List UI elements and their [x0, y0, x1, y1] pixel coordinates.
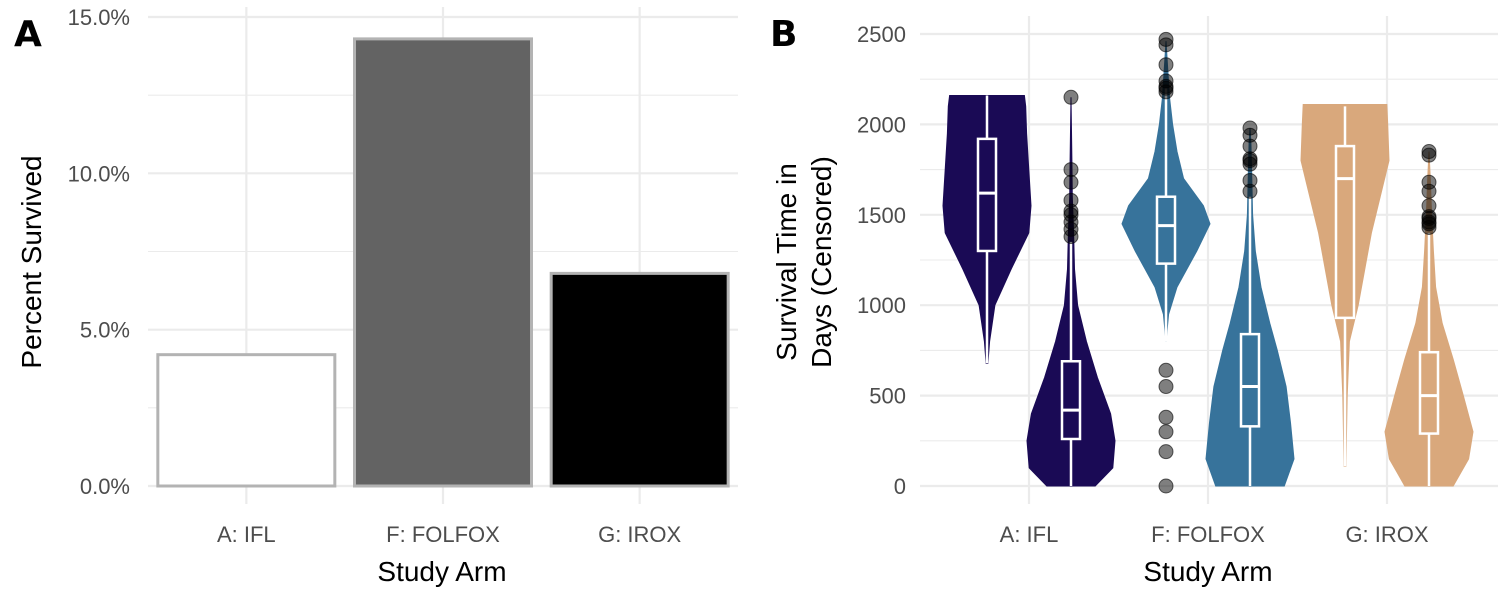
outlier-point [1158, 362, 1174, 378]
outlier-point [1158, 424, 1174, 440]
outlier-point [1063, 162, 1079, 178]
bar-1 [156, 353, 337, 488]
panel-b-y-tick-label: 2000 [857, 112, 906, 137]
panel-a-y-tick-label: 0.0% [80, 474, 130, 499]
box-iqr [1418, 350, 1440, 435]
outlier-point [1063, 89, 1079, 105]
box-iqr [1060, 359, 1082, 441]
outlier-point [1158, 57, 1174, 73]
panel-a-y-ticks: 0.0% 5.0% 10.0% 15.0% [68, 5, 130, 499]
outlier-point [1063, 192, 1079, 208]
panel-b-y-tick-label: 1000 [857, 293, 906, 318]
panel-a-bars [156, 37, 730, 488]
panel-a-x-tick-label: G: IROX [598, 522, 681, 547]
panel-b-y-tick-label: 1500 [857, 203, 906, 228]
panel-b-x-tick-label: G: IROX [1345, 522, 1428, 547]
outlier-point [1158, 478, 1174, 494]
outlier-point [1242, 151, 1258, 167]
panel-a-y-axis-title: Percent Survived [16, 155, 47, 368]
box-iqr [1239, 332, 1261, 428]
panel-b-y-tick-label: 2500 [857, 22, 906, 47]
panel-a-x-ticks: A: IFL F: FOLFOX G: IROX [217, 522, 682, 547]
outlier-point [1421, 198, 1437, 214]
box-iqr [1155, 195, 1177, 265]
box-iqr [976, 137, 998, 253]
outlier-point [1158, 379, 1174, 395]
box-iqr [1334, 144, 1356, 320]
panel-a-y-tick-label: 15.0% [68, 5, 130, 30]
outlier-point [1421, 174, 1437, 190]
panel-a-x-tick-label: A: IFL [217, 522, 276, 547]
panel-b-x-ticks: A: IFL F: FOLFOX G: IROX [1000, 522, 1429, 547]
panel-a: A 0.0% 5.0% 10.0% 15.0% A: IFL F: FOLFOX G: I… [14, 5, 738, 587]
panel-b-x-axis-title: Study Arm [1143, 556, 1272, 587]
bar-2 [353, 37, 533, 488]
panel-a-y-tick-label: 5.0% [80, 318, 130, 343]
outlier-point [1242, 172, 1258, 188]
panel-b-x-tick-label: F: FOLFOX [1151, 522, 1265, 547]
panel-b-y-axis-title-line-1: Survival Time in [771, 163, 802, 361]
panel-a-y-tick-label: 10.0% [68, 161, 130, 186]
outlier-point [1421, 144, 1437, 160]
panel-b-tag: B [770, 14, 797, 55]
bar-3 [549, 271, 730, 488]
panel-b: B 0 500 1000 1500 2000 2500 A: IFL F: FOLFOX G:… [770, 14, 1498, 587]
panel-b-y-tick-label: 500 [869, 384, 906, 409]
panel-b-violins [942, 31, 1474, 494]
panel-a-x-axis-title: Study Arm [377, 556, 506, 587]
panel-b-y-ticks: 0 500 1000 1500 2000 2500 [857, 22, 906, 499]
outlier-point [1063, 174, 1079, 190]
panel-a-x-tick-label: F: FOLFOX [386, 522, 500, 547]
panel-b-y-axis-title-line-2: Days (Censored) [806, 156, 837, 368]
outlier-point [1158, 409, 1174, 425]
panel-b-x-tick-label: A: IFL [1000, 522, 1059, 547]
outlier-point [1242, 120, 1258, 136]
outlier-point [1158, 31, 1174, 47]
outlier-point [1158, 73, 1174, 89]
panel-a-tag: A [14, 14, 42, 55]
outlier-point [1158, 444, 1174, 460]
panel-b-y-tick-label: 0 [894, 474, 906, 499]
